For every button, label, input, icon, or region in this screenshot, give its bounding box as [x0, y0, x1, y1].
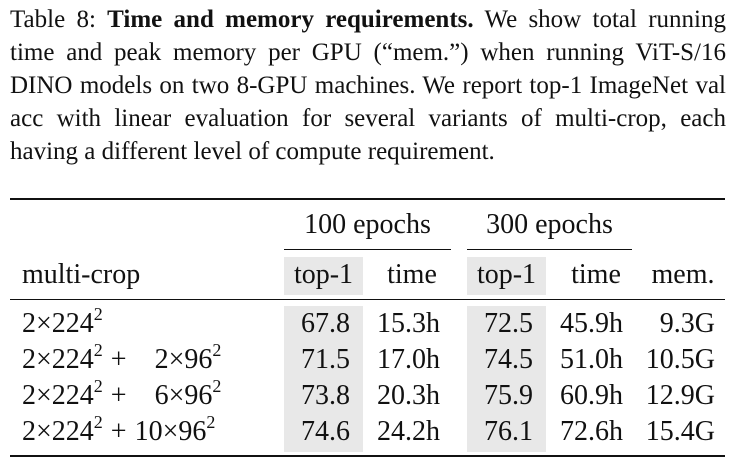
table-cell-top1-100: 71.5 [301, 344, 350, 375]
table-top-rule [10, 198, 725, 200]
table-cell-time-300: 51.0h [560, 344, 623, 375]
table-cell-time-100: 17.0h [377, 344, 440, 375]
table-cell-time-300: 60.9h [560, 380, 623, 411]
top1-100-body-shade [284, 306, 363, 452]
table-bottom-rule [10, 455, 725, 457]
group-rule-300 [467, 249, 632, 250]
top1-300-body-shade [467, 306, 546, 452]
group-header-100-epochs: 100 epochs [304, 209, 431, 240]
table-cell-mem: 15.4G [645, 416, 715, 447]
table-row-label: 2×2242 +10×962 [22, 412, 216, 447]
table-cell-top1-100: 74.6 [301, 416, 350, 447]
col-header-time-100: time [387, 259, 437, 290]
table-cell-top1-100: 67.8 [301, 308, 350, 339]
table-row-label: 2×2242 [22, 304, 103, 339]
table-cell-top1-300: 72.5 [484, 308, 533, 339]
group-header-300-epochs: 300 epochs [486, 209, 613, 240]
table-cell-mem: 9.3G [659, 308, 715, 339]
table-cell-mem: 12.9G [645, 380, 715, 411]
row-header-multi-crop: multi-crop [22, 259, 141, 290]
group-rule-100 [284, 249, 451, 250]
table-row-label: 2×2242 +6×962 [22, 376, 222, 411]
col-header-mem: mem. [651, 259, 715, 290]
table-cell-top1-300: 76.1 [484, 416, 533, 447]
col-header-top1-100: top-1 [293, 259, 354, 290]
top1-100-header-shade [284, 257, 363, 295]
table-caption: Table 8: Time and memory requirements. W… [10, 3, 726, 168]
table-cell-time-300: 72.6h [560, 416, 623, 447]
table-cell-time-100: 20.3h [377, 380, 440, 411]
table-cell-time-100: 15.3h [377, 308, 440, 339]
table-cell-top1-300: 75.9 [484, 380, 533, 411]
top1-300-header-shade [467, 257, 546, 295]
col-header-time-300: time [571, 259, 621, 290]
table-cell-time-100: 24.2h [377, 416, 440, 447]
table-mid-rule [10, 299, 725, 300]
table-cell-time-300: 45.9h [560, 308, 623, 339]
table-cell-top1-300: 74.5 [484, 344, 533, 375]
table-cell-top1-100: 73.8 [301, 380, 350, 411]
caption-title: Time and memory requirements. [107, 6, 474, 33]
col-header-top1-300: top-1 [476, 259, 537, 290]
table-row-label: 2×2242 +2×962 [22, 340, 222, 375]
caption-text: We show total running time and peak memo… [10, 6, 726, 165]
caption-label: Table 8: [10, 6, 96, 33]
table-cell-mem: 10.5G [645, 344, 715, 375]
